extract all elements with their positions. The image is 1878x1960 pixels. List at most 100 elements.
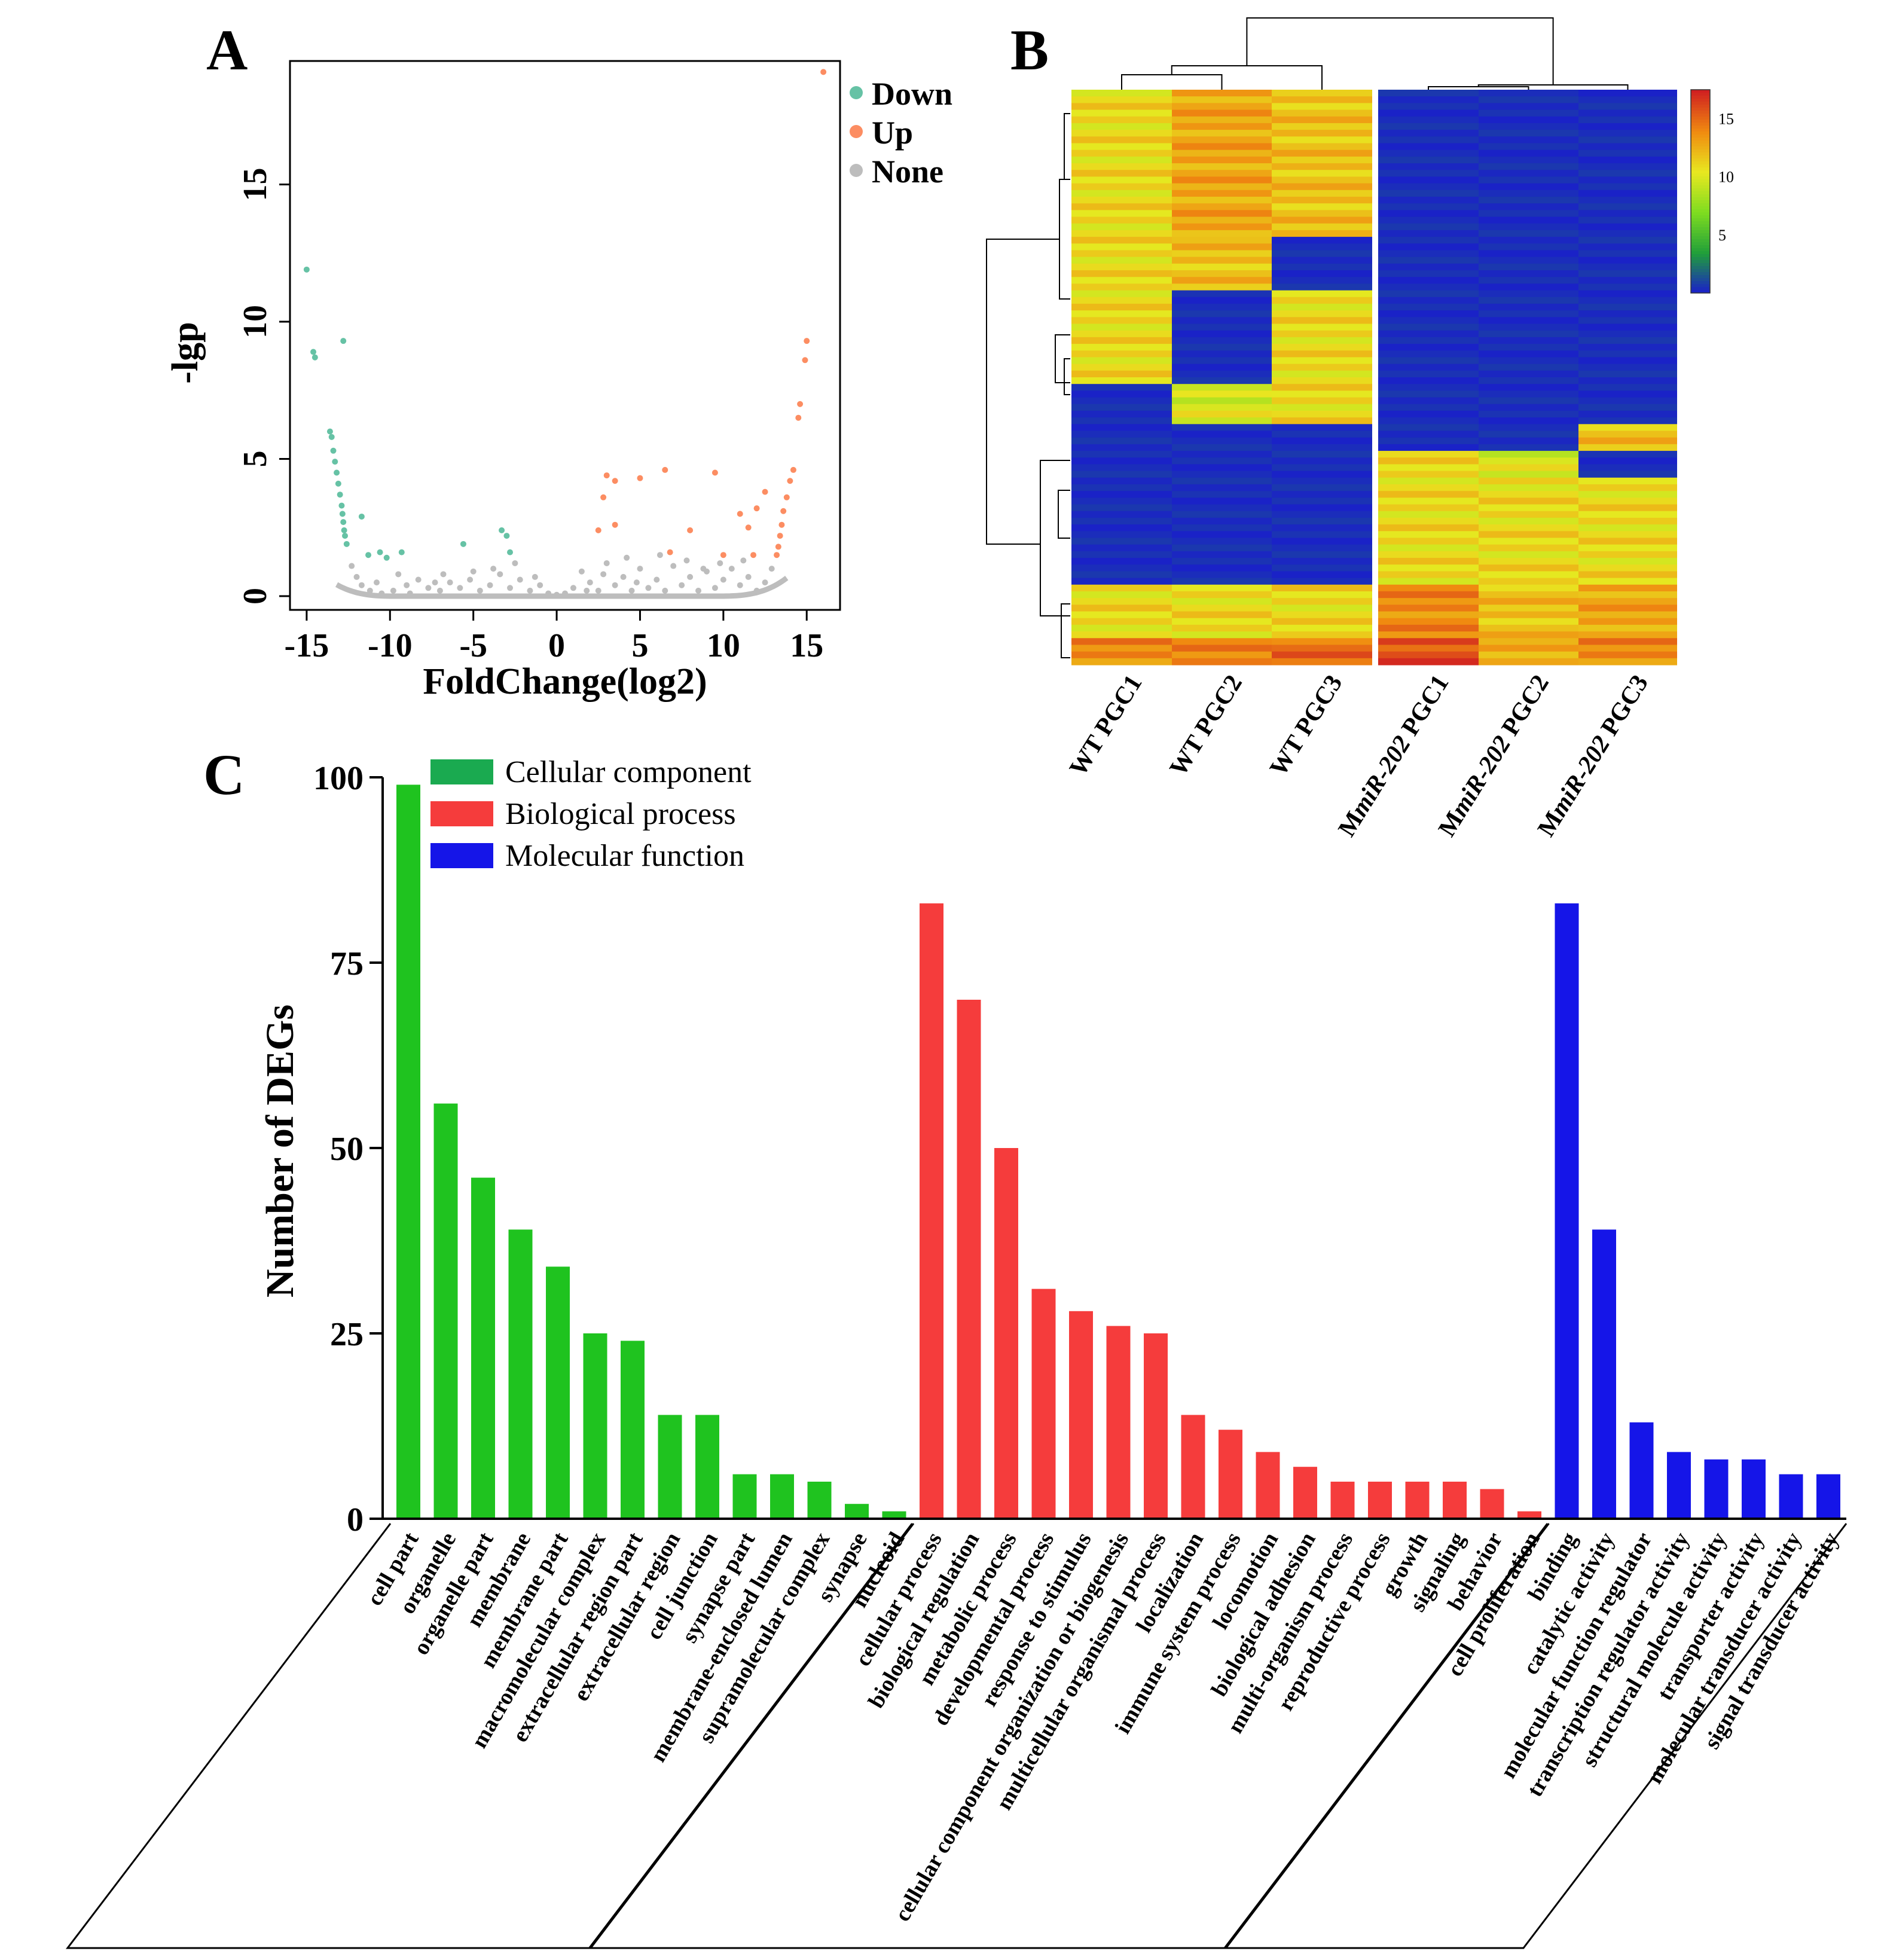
- heatmap-cell: [1071, 531, 1172, 539]
- heatmap-cell: [1071, 457, 1172, 465]
- heatmap-cell: [1272, 230, 1372, 237]
- heatmap-cell: [1479, 404, 1578, 411]
- heatmap-cell: [1172, 397, 1272, 405]
- heatmap-cell: [1272, 330, 1372, 338]
- heatmap-cell: [1071, 551, 1172, 558]
- heatmap-cell: [1272, 457, 1372, 465]
- heatmap-cell: [1479, 149, 1578, 157]
- heatmap-cell: [1272, 464, 1372, 472]
- volcano-point-up: [603, 472, 610, 479]
- volcano-point-none: [490, 566, 497, 572]
- heatmap-cell: [1578, 538, 1677, 545]
- heatmap-cell: [1272, 437, 1372, 445]
- heatmap-cell: [1071, 377, 1172, 384]
- heatmap-cell: [1479, 350, 1578, 358]
- heatmap-column-label: WT PGC1: [1064, 670, 1147, 781]
- heatmap-cell: [1172, 578, 1272, 585]
- heatmap-cell: [1578, 237, 1677, 244]
- heatmap-cell: [1378, 410, 1479, 418]
- heatmap-cell: [1578, 103, 1677, 111]
- heatmap-colorbar-segment: [1691, 227, 1710, 231]
- heatmap-column-label-part: miR-202: [1346, 731, 1416, 822]
- heatmap-colorbar-segment: [1691, 242, 1710, 246]
- volcano-point-down: [383, 554, 390, 561]
- volcano-point-up: [750, 552, 757, 558]
- heatmap-cell: [1578, 564, 1677, 572]
- bar-legend-label: Cellular component: [505, 755, 752, 789]
- heatmap-cell: [1479, 237, 1578, 244]
- heatmap-cell: [1272, 384, 1372, 391]
- volcano-x-tick-label: -15: [285, 627, 329, 664]
- bar-group-bracket: [1224, 1523, 1848, 1949]
- volcano-point-none: [762, 579, 768, 586]
- volcano-point-up: [612, 521, 618, 528]
- volcano-point-up: [778, 521, 785, 528]
- heatmap-cell: [1172, 511, 1272, 518]
- heatmap-cell: [1272, 237, 1372, 244]
- volcano-point-down: [499, 527, 505, 533]
- volcano-point-none: [440, 571, 447, 578]
- heatmap-cell: [1071, 384, 1172, 391]
- volcano-legend-label-none: None: [872, 154, 943, 190]
- heatmap-cell: [1071, 504, 1172, 512]
- heatmap-cell: [1172, 631, 1272, 639]
- heatmap-cell: [1378, 297, 1479, 304]
- heatmap-cell: [1071, 350, 1172, 358]
- heatmap-cell: [1578, 377, 1677, 384]
- heatmap-cell: [1378, 330, 1479, 338]
- bar-1-3: [1031, 1289, 1056, 1519]
- heatmap-cell: [1272, 431, 1372, 438]
- heatmap-cell: [1071, 250, 1172, 258]
- heatmap-colorbar-segment: [1691, 203, 1710, 207]
- volcano-point-up: [790, 466, 796, 473]
- heatmap-cell: [1172, 344, 1272, 351]
- heatmap-cell: [1272, 484, 1372, 491]
- heatmap-cell: [1071, 136, 1172, 144]
- heatmap-cell: [1172, 390, 1272, 398]
- volcano-point-none: [562, 590, 568, 597]
- heatmap-cell: [1071, 176, 1172, 184]
- heatmap-cell: [1272, 397, 1372, 405]
- volcano-y-tick-label: 10: [237, 305, 274, 338]
- heatmap-cell: [1578, 645, 1677, 652]
- heatmap-colorbar-segment: [1691, 194, 1710, 198]
- volcano-point-down: [340, 338, 347, 344]
- volcano-point-none: [717, 560, 723, 566]
- volcano-point-none: [612, 582, 618, 588]
- heatmap-colorbar-segment: [1691, 152, 1710, 156]
- heatmap-cell: [1378, 571, 1479, 579]
- heatmap-cell: [1578, 544, 1677, 552]
- heatmap-cell: [1479, 551, 1578, 558]
- volcano-point-none: [467, 576, 474, 583]
- heatmap-cell: [1479, 250, 1578, 258]
- volcano-point-down: [507, 549, 513, 555]
- volcano-point-up: [777, 533, 783, 539]
- heatmap-colorbar-segment: [1691, 138, 1710, 141]
- heatmap-cell: [1479, 90, 1578, 97]
- heatmap-cell: [1172, 544, 1272, 552]
- heatmap-cell: [1071, 257, 1172, 264]
- heatmap-cell: [1172, 130, 1272, 137]
- bar-group-bracket: [65, 1523, 913, 1949]
- bar-2-6: [1779, 1474, 1803, 1519]
- heatmap-cell: [1479, 357, 1578, 365]
- heatmap-cell: [1172, 638, 1272, 646]
- heatmap-cell: [1578, 109, 1677, 117]
- heatmap-cell: [1071, 558, 1172, 565]
- heatmap-cell: [1479, 109, 1578, 117]
- heatmap-cell: [1578, 397, 1677, 405]
- volcano-point-down: [342, 533, 348, 539]
- heatmap-cell: [1071, 357, 1172, 365]
- heatmap-cell: [1172, 451, 1272, 458]
- heatmap-cell: [1172, 317, 1272, 325]
- heatmap-colorbar-tick-label: 10: [1718, 169, 1734, 186]
- volcano-point-none: [358, 582, 365, 588]
- heatmap-cell: [1378, 477, 1479, 485]
- heatmap-cell: [1378, 90, 1479, 97]
- volcano-point-none: [654, 576, 660, 583]
- bar-1-7: [1181, 1415, 1205, 1519]
- heatmap-cell: [1479, 364, 1578, 371]
- heatmap-cell: [1272, 578, 1372, 585]
- heatmap-cell: [1578, 464, 1677, 472]
- heatmap-cell: [1071, 651, 1172, 659]
